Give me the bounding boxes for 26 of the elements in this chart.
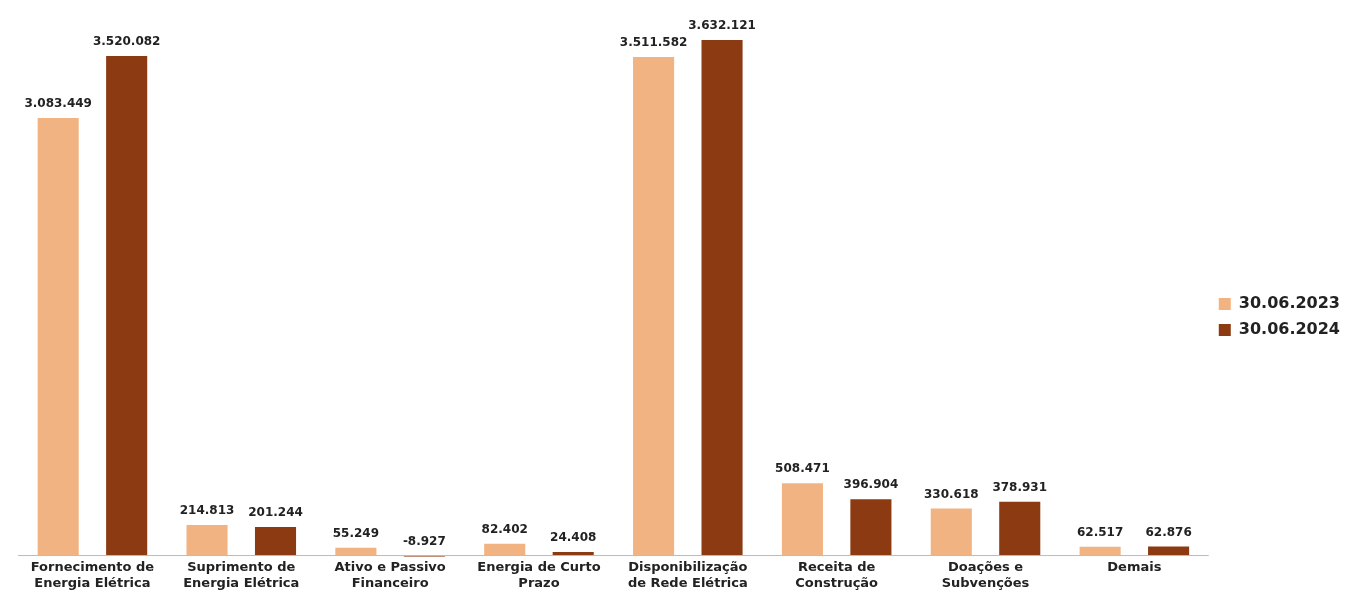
data-label: 82.402: [481, 521, 528, 536]
legend-label: 30.06.2023: [1238, 293, 1340, 313]
data-label: 55.249: [332, 525, 380, 540]
x-tick-label: Energia de Curto Prazo: [477, 558, 601, 590]
data-label: 62.517: [1076, 524, 1124, 539]
x-tick-label: Ativo e Passivo Financeiro: [334, 558, 446, 590]
data-label: 214.813: [179, 503, 235, 518]
x-tick-label: Fornecimento de Energia Elétrica: [30, 558, 155, 590]
data-label: 201.244: [248, 505, 303, 520]
data-label: 3.520.082: [92, 34, 161, 49]
data-label: -8.927: [402, 533, 446, 548]
x-tick-label: Demais: [1107, 558, 1162, 574]
data-label: 62.876: [1145, 524, 1192, 539]
x-tick-label: Suprimento de Energia Elétrica: [183, 558, 300, 590]
legend-label: 30.06.2024: [1238, 319, 1340, 339]
data-label: 3.632.121: [688, 18, 756, 33]
data-label: 508.471: [775, 461, 830, 476]
data-label: 3.083.449: [24, 96, 92, 110]
x-tick-label: Receita de Construção: [795, 558, 879, 590]
data-label: 3.511.582: [619, 35, 688, 50]
data-label: 330.618: [923, 486, 979, 501]
x-tick-label: Doações e Subvenções: [941, 558, 1030, 590]
data-label: 378.931: [992, 479, 1048, 494]
data-label: 24.408: [550, 530, 597, 545]
data-label: 396.904: [843, 477, 899, 492]
x-tick-label: Disponibilização de Rede Elétrica: [627, 558, 748, 590]
